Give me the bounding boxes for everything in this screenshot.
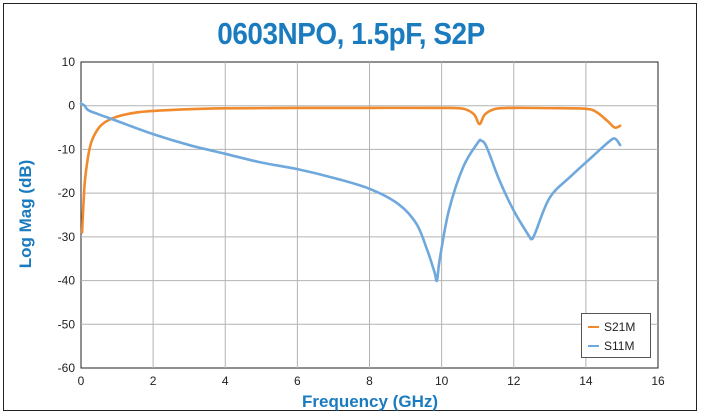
series-layer (79, 102, 622, 283)
series-line-s11m (79, 102, 622, 283)
x-tick-label: 12 (507, 374, 521, 388)
x-tick-label: 8 (366, 374, 373, 388)
legend-label-s11m: S11M (604, 339, 635, 353)
legend-swatch-s21m (588, 326, 599, 328)
x-tick-label: 4 (222, 374, 229, 388)
y-tick-label: -10 (58, 142, 76, 156)
x-tick-label: 14 (579, 374, 593, 388)
y-tick-label: -50 (58, 317, 76, 331)
legend-swatch-s11m (588, 345, 599, 347)
y-tick-label: -20 (58, 186, 76, 200)
x-tick-label: 2 (150, 374, 157, 388)
chart-frame: 0603NPO, 1.5pF, S2P Log Mag (dB) Frequen… (3, 3, 697, 411)
y-tick-label: 10 (62, 55, 76, 69)
x-tick-label: 0 (78, 374, 85, 388)
y-tick-label: -30 (58, 230, 76, 244)
x-tick-label: 6 (294, 374, 301, 388)
y-tick-label: -40 (58, 274, 76, 288)
x-tick-label: 10 (435, 374, 449, 388)
chart-title: 0603NPO, 1.5pF, S2P (217, 16, 485, 51)
tick-label-layer: 0 2 4 6 8 10 12 14 16 10 0 -10 -20 -30 -40 -50 -60 (58, 55, 665, 388)
legend-item-s21m: S21M (588, 319, 635, 335)
legend-label-s21m: S21M (604, 320, 636, 334)
x-tick-label: 16 (651, 374, 665, 388)
y-tick-label: -60 (58, 361, 76, 375)
legend-item-s11m: S11M (588, 338, 634, 354)
plot-area: 0 2 4 6 8 10 12 14 16 10 0 -10 -20 -30 -40 -50 -60 (58, 55, 665, 388)
y-tick-label: 0 (68, 99, 75, 113)
series-line-s21m (80, 106, 622, 234)
grid-layer (80, 61, 659, 369)
legend: S21M S11M (581, 313, 651, 358)
x-axis-label: Frequency (GHz) (301, 392, 439, 411)
